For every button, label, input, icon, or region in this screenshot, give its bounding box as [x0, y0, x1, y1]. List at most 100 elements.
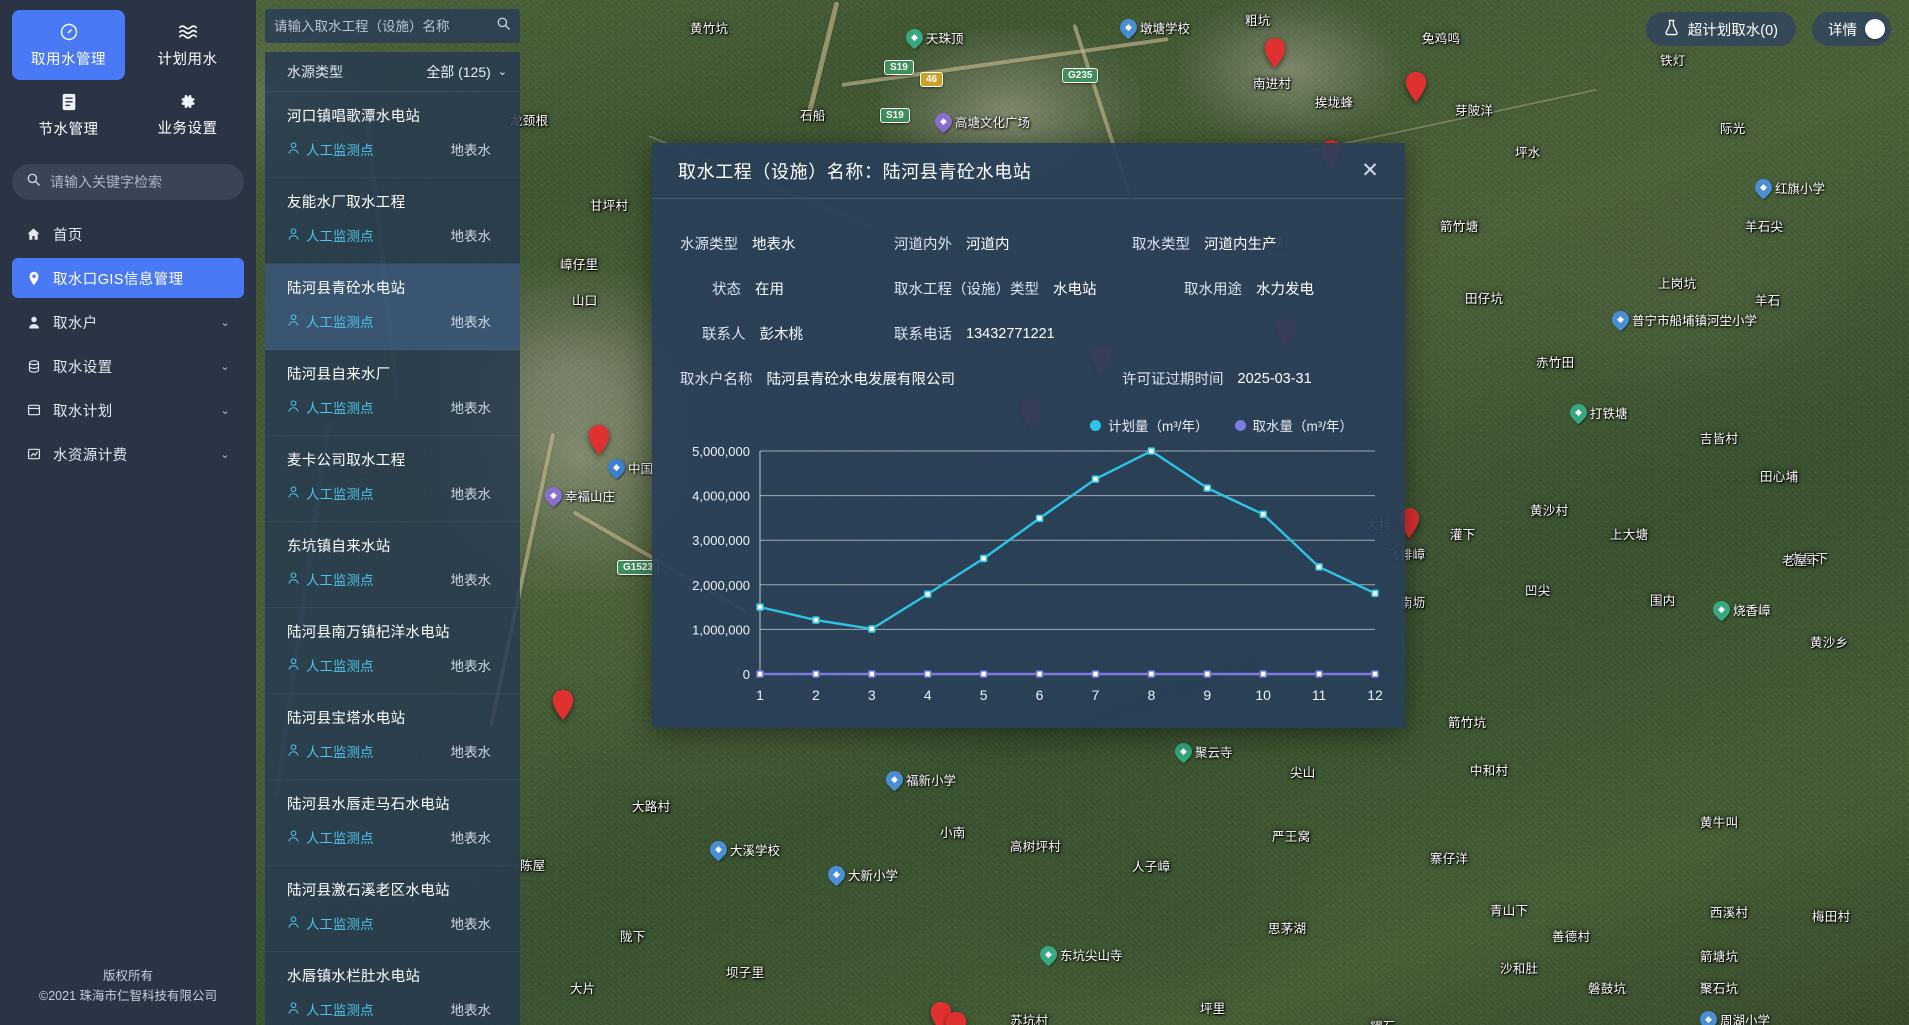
- close-icon[interactable]: ✕: [1361, 159, 1379, 182]
- map-pin-marker[interactable]: [588, 425, 610, 455]
- field-label: 河道内外: [894, 237, 952, 253]
- chart-data-point[interactable]: [979, 554, 988, 563]
- list-item[interactable]: 陆河县激石溪老区水电站 人工监测点 地表水: [265, 866, 520, 952]
- chart-data-point[interactable]: [1259, 510, 1267, 519]
- list-search-input[interactable]: [274, 18, 490, 34]
- map-pin-marker[interactable]: [945, 1012, 967, 1025]
- nav-card-planned-water[interactable]: 计划用水: [131, 10, 244, 80]
- map-pin-marker[interactable]: [1264, 38, 1286, 68]
- filter-value-wrap[interactable]: 全部 (125) ⌄: [426, 62, 507, 82]
- list-search-box[interactable]: [265, 9, 520, 43]
- chart-legend[interactable]: 计划量（m³/年） 取水量（m³/年）: [1090, 415, 1353, 435]
- intake-list-panel: 水源类型 全部 (125) ⌄ 河口镇唱歌潭水电站人工监测点地表水友能水厂取水工…: [256, 0, 528, 1025]
- nav-card-water-saving-management[interactable]: 节水管理: [12, 80, 125, 150]
- chart-data-point[interactable]: [1371, 589, 1379, 598]
- water-source: 地表水: [450, 831, 492, 846]
- map-poi[interactable]: ◆ 周湖小学: [1696, 1007, 1770, 1025]
- map-poi[interactable]: ◆ 聚云寺: [1171, 739, 1233, 764]
- detail-toggle[interactable]: 详情: [1812, 12, 1891, 46]
- chart-data-point[interactable]: [1203, 670, 1212, 678]
- chart-data-point[interactable]: [1091, 475, 1100, 483]
- intake-list[interactable]: 河口镇唱歌潭水电站 人工监测点 地表水 友能水厂取水工程 人工监测点 地表水 陆河县青砼水电…: [265, 92, 520, 1025]
- chart-data-point[interactable]: [868, 625, 876, 633]
- list-item[interactable]: 东坑镇自来水站 人工监测点 地表水: [265, 522, 520, 608]
- list-item[interactable]: 水唇镇水栏肚水电站 人工监测点 地表水: [265, 952, 520, 1025]
- list-item[interactable]: 陆河县青砼水电站 人工监测点 地表水: [265, 264, 520, 350]
- road-shield: G1523: [617, 560, 660, 575]
- poi-marker-icon: ◆: [1709, 597, 1734, 622]
- chart-data-point[interactable]: [979, 670, 988, 678]
- list-item-meta: 人工监测点 地表水: [287, 999, 507, 1019]
- chart-data-point[interactable]: [1371, 670, 1379, 678]
- map-poi[interactable]: ◆ 天珠顶: [902, 25, 964, 50]
- sidebar-item-water-settings[interactable]: 取水设置 ⌄: [12, 346, 244, 386]
- chart-data-point[interactable]: [868, 670, 876, 678]
- chart-data-point[interactable]: [1035, 514, 1044, 523]
- chart-data-point[interactable]: [1259, 670, 1267, 678]
- list-item[interactable]: 陆河县自来水厂 人工监测点 地表水: [265, 350, 520, 436]
- toggle-knob[interactable]: [1865, 19, 1885, 39]
- over-plan-intake-button[interactable]: 超计划取水(0): [1645, 12, 1796, 46]
- chart-data-point[interactable]: [756, 603, 764, 611]
- chart-data-point[interactable]: [812, 670, 820, 678]
- sidebar-item-home[interactable]: 首页: [12, 214, 244, 254]
- map-pin-marker[interactable]: [930, 1002, 952, 1025]
- chart-data-point[interactable]: [1315, 563, 1323, 571]
- poi-label: 东坑尖山寺: [1060, 949, 1123, 963]
- map-poi[interactable]: ◆ 大新小学: [824, 862, 898, 887]
- chart-data-point[interactable]: [1035, 670, 1044, 678]
- database-icon: [26, 359, 41, 374]
- chart-data-point[interactable]: [1203, 484, 1212, 492]
- water-source: 地表水: [450, 315, 492, 330]
- map-poi[interactable]: ◆ 高塘文化广场: [931, 109, 1030, 134]
- list-item[interactable]: 友能水厂取水工程 人工监测点 地表水: [265, 178, 520, 264]
- nav-card-water-use-management[interactable]: 取用水管理: [12, 10, 125, 80]
- map-label: 黄沙乡: [1810, 636, 1849, 650]
- chart-data-point[interactable]: [1315, 670, 1323, 678]
- chart-legend-item[interactable]: 取水量（m³/年）: [1234, 415, 1353, 435]
- map-poi[interactable]: ◆ 墩塘学校: [1116, 15, 1190, 40]
- list-item[interactable]: 陆河县宝塔水电站 人工监测点 地表水: [265, 694, 520, 780]
- list-item[interactable]: 麦卡公司取水工程 人工监测点 地表水: [265, 436, 520, 522]
- sidebar-item-water-billing[interactable]: 水资源计费 ⌄: [12, 434, 244, 474]
- nav-card-business-settings[interactable]: 业务设置: [131, 80, 244, 150]
- list-item[interactable]: 陆河县南万镇杞洋水电站 人工监测点 地表水: [265, 608, 520, 694]
- list-item[interactable]: 河口镇唱歌潭水电站 人工监测点 地表水: [265, 92, 520, 178]
- list-item-meta: 人工监测点 地表水: [287, 655, 507, 675]
- sidebar-item-water-plan[interactable]: 取水计划 ⌄: [12, 390, 244, 430]
- chart-data-point[interactable]: [923, 670, 932, 678]
- map-label: 甘坪村: [590, 199, 629, 213]
- map-poi[interactable]: ◆ 大溪学校: [706, 837, 780, 862]
- search-icon: [26, 172, 41, 192]
- chart-data-point[interactable]: [1091, 670, 1100, 678]
- map-poi[interactable]: ◆ 福新小学: [882, 767, 956, 792]
- chart-data-point[interactable]: [812, 616, 820, 624]
- chart-data-point[interactable]: [1147, 670, 1156, 678]
- list-item-meta: 人工监测点 地表水: [287, 827, 507, 847]
- sidebar-item-gis-management[interactable]: 取水口GIS信息管理: [12, 258, 244, 298]
- chart-data-point[interactable]: [756, 670, 764, 678]
- map-poi[interactable]: ◆ 东坑尖山寺: [1036, 942, 1123, 967]
- map-pin-marker[interactable]: [552, 690, 574, 720]
- sidebar-search-box[interactable]: [12, 164, 244, 200]
- map-poi[interactable]: ◆ 打铁塘: [1566, 400, 1628, 425]
- map-poi[interactable]: ◆ 幸福山庄: [541, 483, 615, 508]
- map-label: 围内: [1650, 594, 1676, 608]
- map-poi[interactable]: ◆ 红旗小学: [1751, 175, 1825, 200]
- field-license-expiry: 许可证过期时间 2025-03-31: [1122, 368, 1312, 389]
- search-icon[interactable]: [496, 16, 511, 36]
- map-poi[interactable]: ◆ 烧香嶂: [1709, 597, 1771, 622]
- chart-data-point[interactable]: [923, 590, 932, 598]
- list-item[interactable]: 陆河县水唇走马石水电站 人工监测点 地表水: [265, 780, 520, 866]
- chart-legend-item[interactable]: 计划量（m³/年）: [1090, 415, 1209, 435]
- map-poi[interactable]: ◆ 中国: [604, 455, 653, 480]
- water-source-type-filter[interactable]: 水源类型 全部 (125) ⌄: [265, 52, 520, 92]
- monitor-type: 人工监测点: [287, 225, 374, 245]
- chart-data-point[interactable]: [1147, 447, 1156, 455]
- sidebar-item-water-user[interactable]: 取水户 ⌄: [12, 302, 244, 342]
- water-source: 地表水: [450, 1003, 492, 1018]
- monitor-type: 人工监测点: [287, 741, 374, 761]
- sidebar-search-input[interactable]: [50, 174, 230, 190]
- map-pin-marker[interactable]: [1405, 72, 1427, 102]
- map-poi[interactable]: ◆ 普宁市船埔镇河坣小学: [1608, 307, 1757, 332]
